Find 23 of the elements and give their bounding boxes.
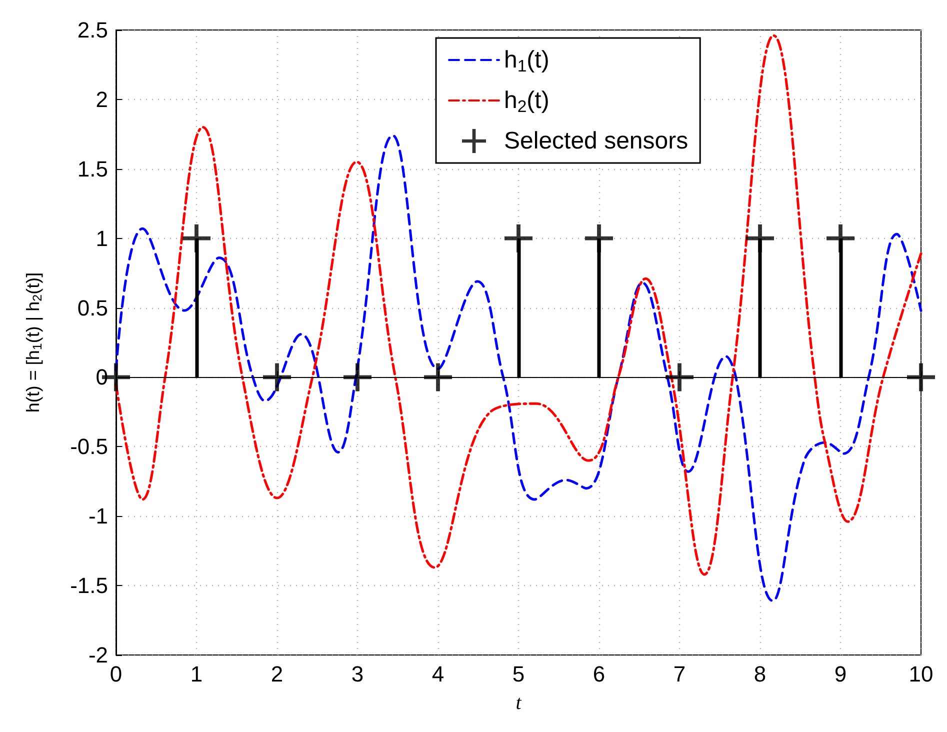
legend-label: Selected sensors <box>504 128 688 154</box>
y-tick-label: 0.5 <box>77 295 108 320</box>
x-tick-label: 5 <box>512 662 525 686</box>
y-tick-label: -0.5 <box>70 434 108 460</box>
y-tick-label: 1.5 <box>77 156 108 182</box>
x-tick-label: 8 <box>754 662 766 686</box>
x-tick-label: 3 <box>351 662 364 686</box>
y-tick-label: -1 <box>88 504 108 529</box>
y-axis-title: h(t) = [h1(t) | h2(t)] <box>23 272 44 413</box>
x-tick-label: 1 <box>190 662 203 686</box>
x-tick-label: 7 <box>673 662 686 686</box>
x-tick-label: 6 <box>592 662 606 686</box>
x-tick-label: 2 <box>270 662 284 686</box>
x-axis-title: t <box>516 692 522 714</box>
x-tick-label: 4 <box>432 662 444 686</box>
y-tick-label: 1 <box>96 226 108 251</box>
x-tick-label: 10 <box>908 662 934 686</box>
y-tick-label: -1.5 <box>70 573 108 598</box>
y-tick-label: 2 <box>96 86 108 112</box>
y-tick-label: 0 <box>96 364 108 390</box>
y-tick-label: -2 <box>88 642 108 668</box>
y-tick-label: 2.5 <box>77 18 108 42</box>
x-tick-label: 9 <box>834 662 847 686</box>
